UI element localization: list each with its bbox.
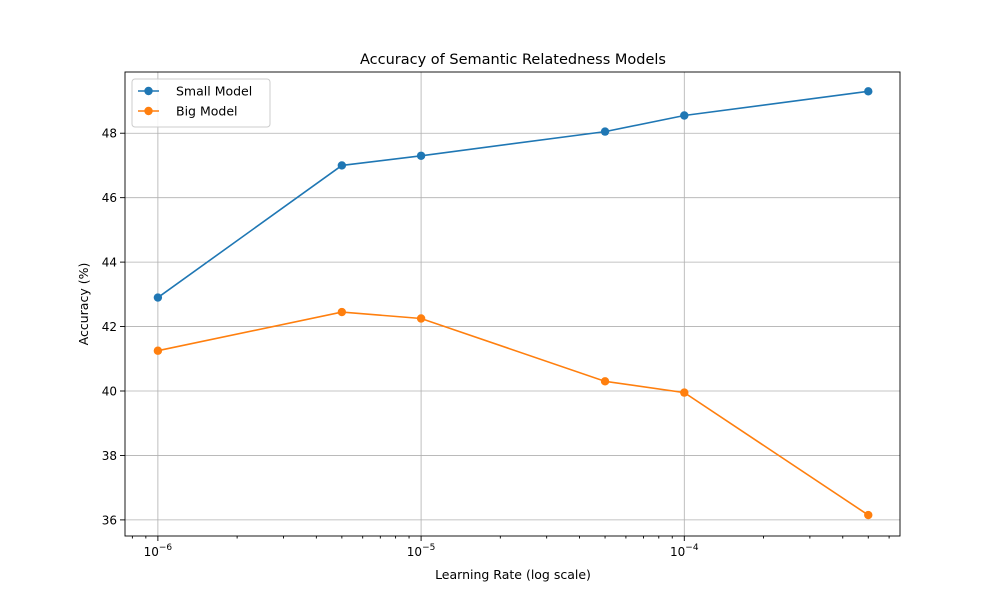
data-point [416, 151, 426, 160]
series-line [157, 90, 869, 299]
x-axis-label: Learning Rate (log scale) [435, 567, 591, 582]
y-tick-label: 46 [102, 191, 117, 205]
y-tick-label: 38 [102, 449, 117, 463]
data-point [600, 377, 610, 386]
legend-label: Small Model [176, 84, 252, 99]
data-point [153, 293, 163, 302]
axis-ticks: 10−6 10−5 10−4 36 38 40 42 44 46 48 [102, 127, 890, 559]
data-point [680, 111, 689, 120]
grid [125, 72, 900, 536]
legend-box [131, 78, 271, 128]
data-point [337, 307, 347, 317]
series-0 [153, 87, 873, 302]
legend-marker [144, 106, 153, 116]
y-tick-label: 36 [102, 513, 117, 527]
series-lines [153, 87, 873, 520]
y-tick-label: 48 [102, 127, 117, 141]
legend: Small Model Big Model [131, 78, 271, 128]
data-point [864, 510, 873, 520]
series-1 [153, 307, 873, 520]
series-line [157, 311, 869, 516]
y-tick-label: 44 [102, 256, 117, 270]
data-point [153, 346, 163, 355]
legend-marker [144, 86, 153, 96]
x-tick-label: 10−4 [670, 543, 699, 559]
plot-area-frame [124, 71, 901, 537]
data-point [337, 161, 347, 170]
chart-title: Accuracy of Semantic Relatedness Models [360, 52, 666, 68]
data-point [864, 87, 873, 96]
data-point [416, 314, 426, 323]
legend-label: Big Model [176, 104, 238, 119]
y-axis-label: Accuracy (%) [76, 263, 91, 346]
data-point [680, 388, 689, 397]
y-tick-label: 40 [102, 385, 117, 399]
x-tick-label: 10−6 [144, 543, 173, 559]
data-point [600, 127, 610, 136]
x-tick-label: 10−5 [407, 543, 436, 559]
y-tick-label: 42 [102, 320, 117, 334]
